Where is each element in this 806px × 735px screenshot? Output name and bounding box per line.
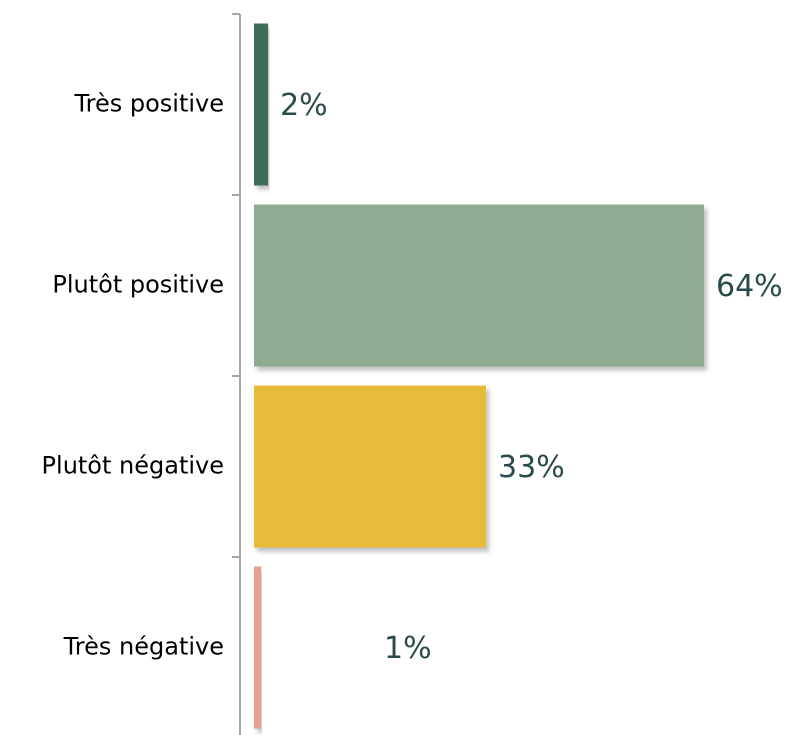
- bar: [254, 23, 269, 186]
- value-label: 64%: [716, 269, 783, 304]
- category-label: Plutôt positive: [52, 271, 224, 299]
- value-label: 2%: [280, 88, 328, 123]
- bar: [254, 385, 487, 548]
- value-label: 1%: [384, 631, 432, 666]
- category-labels-group: Très positive Plutôt positive Plutôt négat…: [42, 90, 224, 661]
- bars-group: [254, 23, 704, 729]
- plot-area: Très positive Plutôt positive Plutôt négat…: [42, 13, 783, 735]
- bar: [254, 566, 262, 729]
- value-label: 33%: [498, 450, 565, 485]
- value-labels-group: 2% 64% 33% 1%: [280, 88, 783, 666]
- category-label: Très négative: [63, 633, 224, 661]
- category-label: Plutôt négative: [42, 452, 224, 480]
- bar: [254, 204, 704, 367]
- category-label: Très positive: [73, 90, 224, 118]
